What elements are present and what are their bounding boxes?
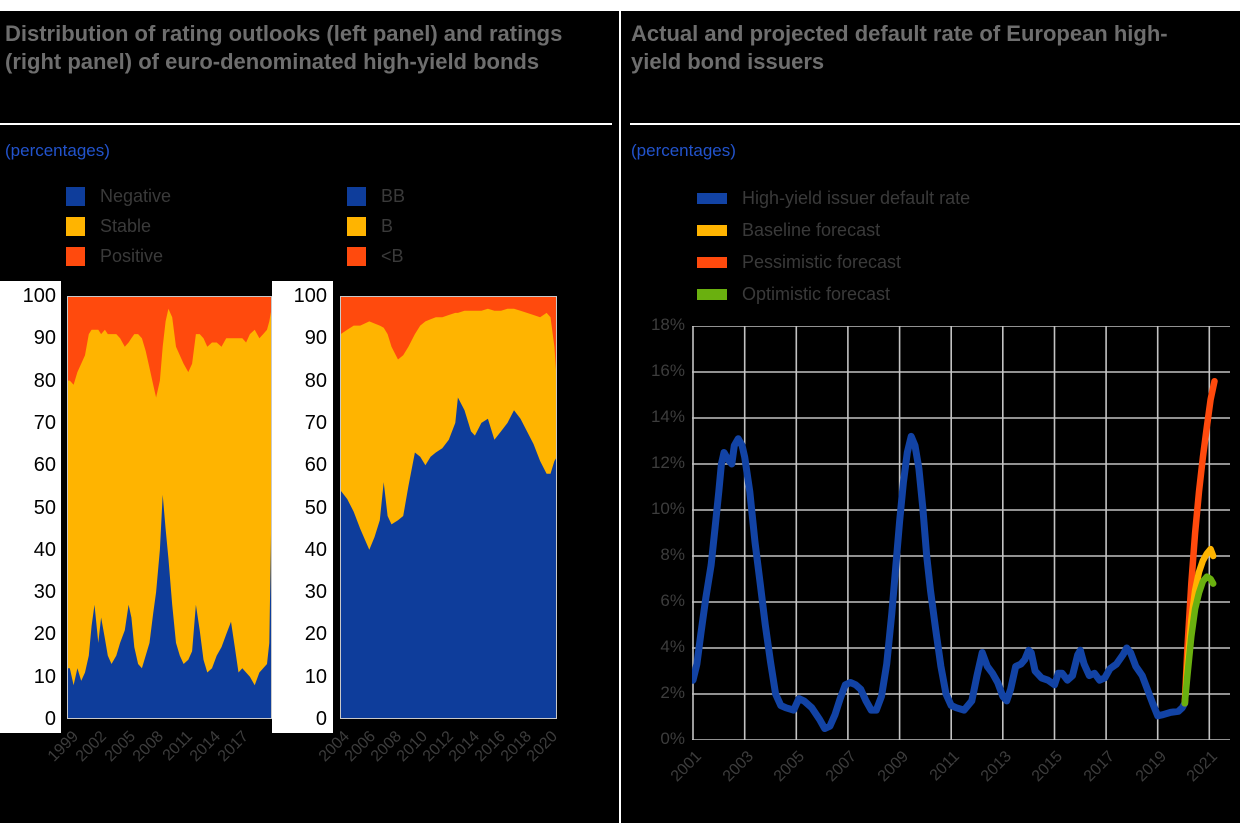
top-strip (0, 0, 1240, 11)
y-tick-label: 90 (33, 327, 56, 350)
legend-swatch (66, 247, 85, 266)
legend-swatch (66, 187, 85, 206)
x-tick-label: 2011 (926, 748, 964, 785)
legend-item-optimistic-forecast: Optimistic forecast (697, 284, 970, 305)
x-tick-label: 2001 (667, 748, 706, 786)
legend-item-positive: Positive (66, 246, 171, 267)
legend-label: High-yield issuer default rate (742, 188, 971, 208)
legend-swatch (697, 257, 727, 268)
right-title-rule (630, 123, 1240, 125)
panel-divider (619, 11, 621, 823)
legend-item-pessimistic-forecast: Pessimistic forecast (697, 252, 970, 273)
y-tick-label: 30 (304, 581, 327, 604)
legend-swatch (347, 217, 366, 236)
grid (692, 326, 1230, 740)
legend-item-high-yield-issuer-default-rate: High-yield issuer default rate (697, 188, 970, 209)
legend-label: Stable (100, 216, 152, 236)
x-tick-label: 2019 (1132, 748, 1170, 786)
ratings-chart (340, 296, 557, 719)
y-tick-label: 40 (33, 538, 56, 561)
series-area-negative (67, 456, 272, 719)
legend-item-b: B (347, 216, 405, 237)
y-tick-label: 0 (44, 708, 56, 730)
legend-label: Optimistic forecast (742, 284, 891, 304)
default-rate-chart (692, 326, 1230, 740)
legend-swatch (697, 289, 727, 300)
y-tick-label: 18% (650, 315, 685, 334)
y-tick-label: 30 (33, 581, 56, 604)
right-panel-title: Actual and projected default rate of Eur… (631, 21, 1168, 74)
legend-swatch (697, 225, 727, 236)
series-area-bb (340, 397, 557, 719)
y-tick-label: 8% (660, 545, 685, 564)
x-tick-label: 2017 (1080, 748, 1119, 786)
series-area-stable (67, 308, 272, 719)
y-tick-label: 6% (660, 591, 685, 610)
y-tick-label: 70 (304, 411, 327, 434)
default-rate-legend: High-yield issuer default rate Baseline f… (697, 188, 970, 305)
left-title-rule (0, 123, 612, 125)
x-tick-label: 2003 (719, 748, 757, 786)
left-unit-label: (percentages) (5, 141, 110, 160)
legend-swatch (347, 247, 366, 266)
legend-label: Positive (100, 246, 164, 266)
y-tick-label: 40 (304, 538, 327, 561)
y-tick-label: 10 (33, 665, 56, 688)
y-tick-label: 20 (304, 623, 327, 646)
x-tick-label: 2013 (977, 748, 1015, 786)
right-unit-label: (percentages) (631, 141, 736, 160)
x-tick-label: 2015 (1029, 748, 1067, 786)
x-tick-label: 2005 (771, 748, 809, 786)
legend-label: B (381, 216, 394, 236)
y-tick-label: 0 (315, 708, 327, 730)
outlooks-yaxis-panel (0, 281, 61, 733)
y-tick-label: 70 (33, 411, 56, 434)
y-tick-label: 20 (33, 623, 56, 646)
y-tick-label: 100 (293, 285, 327, 307)
legend-label: Negative (100, 186, 172, 206)
x-tick-label: 2009 (874, 748, 912, 786)
legend-swatch (347, 187, 366, 206)
y-tick-label: 90 (304, 327, 327, 350)
legend-item-stable: Stable (66, 216, 171, 237)
y-tick-label: 10% (650, 499, 685, 518)
rating-legend: BB B <B (347, 186, 405, 267)
legend-item-baseline-forecast: Baseline forecast (697, 220, 970, 241)
y-tick-label: 80 (304, 369, 327, 392)
y-tick-label: 10 (304, 665, 327, 688)
y-tick-label: 12% (650, 453, 685, 472)
legend-label: BB (381, 186, 406, 206)
legend-swatch (697, 193, 727, 204)
y-tick-label: 0% (660, 729, 685, 748)
legend-label: Baseline forecast (742, 220, 881, 240)
x-tick-label: 2007 (822, 748, 860, 786)
legend-item-negative: Negative (66, 186, 171, 207)
y-tick-label: 4% (660, 637, 685, 656)
legend-swatch (66, 217, 85, 236)
series-line-optimistic-forecast (1181, 573, 1217, 707)
left-panel-title: Distribution of rating outlooks (left pa… (5, 21, 563, 74)
y-tick-label: 16% (650, 361, 685, 380)
ratings-yaxis-panel (272, 281, 333, 733)
legend-item-bb: BB (347, 186, 405, 207)
y-tick-label: 60 (304, 454, 327, 477)
outlook-legend: Negative Stable Positive (66, 186, 171, 267)
legend-item-b: <B (347, 246, 405, 267)
outlooks-chart (67, 296, 272, 719)
y-tick-label: 80 (33, 369, 56, 392)
y-tick-label: 2% (660, 683, 685, 702)
y-tick-label: 50 (33, 496, 56, 519)
y-tick-label: 60 (33, 454, 56, 477)
legend-label: Pessimistic forecast (742, 252, 902, 272)
series-line-high-yield-issuer-default-rate (692, 432, 1189, 732)
x-tick-label: 2021 (1184, 748, 1222, 786)
y-tick-label: 100 (22, 285, 56, 307)
legend-label: <B (381, 246, 404, 266)
y-tick-label: 50 (304, 496, 327, 519)
y-tick-label: 14% (650, 407, 685, 426)
